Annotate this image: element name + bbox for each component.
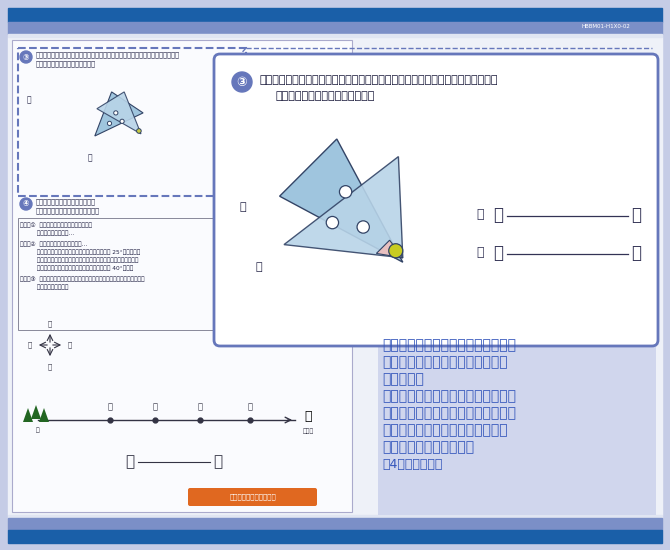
Polygon shape xyxy=(279,139,403,262)
Text: ④: ④ xyxy=(23,200,29,208)
Polygon shape xyxy=(39,408,49,422)
Bar xyxy=(8,8,662,22)
Text: イ: イ xyxy=(255,262,261,272)
Text: ア: ア xyxy=(240,202,247,212)
Text: HBBM01-H1X0-02: HBBM01-H1X0-02 xyxy=(581,25,630,30)
Text: ア: ア xyxy=(107,402,113,411)
Circle shape xyxy=(20,51,32,63)
Text: ヒント①  宝箱は、森とおしろを結んだ直線: ヒント① 宝箱は、森とおしろを結んだ直線 xyxy=(20,222,92,228)
FancyBboxPatch shape xyxy=(12,40,352,512)
Circle shape xyxy=(389,244,403,258)
Text: （: （ xyxy=(493,206,503,224)
Bar xyxy=(378,330,656,515)
Polygon shape xyxy=(23,408,33,422)
Text: から始まり、どの角度からアプロー: から始まり、どの角度からアプロー xyxy=(382,406,516,420)
Text: 三角定規の重なり方を考えるところ: 三角定規の重なり方を考えるところ xyxy=(382,389,516,403)
Text: イ: イ xyxy=(476,246,484,260)
Text: より北に湊が、南に…: より北に湊が、南に… xyxy=(20,230,74,236)
Polygon shape xyxy=(430,315,445,330)
Text: 答えは「答えと考え方」: 答えは「答えと考え方」 xyxy=(230,494,276,501)
Text: ヒント③  森とおしろを結んだ線と、港と山を結んだ線が交わったところが、: ヒント③ 森とおしろを結んだ線と、港と山を結んだ線が交わったところが、 xyxy=(20,276,145,282)
Text: 下の地図のア〜エのどこかに、宝: 下の地図のア〜エのどこかに、宝 xyxy=(36,199,96,205)
Circle shape xyxy=(114,111,118,115)
Polygon shape xyxy=(94,92,143,136)
Text: 宝箱、おしろと港を眺んでてきる角の大きさは 25°です。森と: 宝箱、おしろと港を眺んでてきる角の大きさは 25°です。森と xyxy=(20,249,140,255)
Circle shape xyxy=(107,122,112,125)
Text: 宝箱がうまっている場所を分度器を: 宝箱がうまっている場所を分度器を xyxy=(36,208,100,214)
Polygon shape xyxy=(377,240,403,258)
Text: ウ: ウ xyxy=(198,402,202,411)
Circle shape xyxy=(357,221,369,233)
Bar xyxy=(8,530,662,543)
FancyBboxPatch shape xyxy=(188,488,317,506)
Text: ③: ③ xyxy=(23,52,29,62)
Bar xyxy=(8,34,662,37)
Bar xyxy=(8,518,662,530)
Text: 西: 西 xyxy=(27,342,32,348)
Text: 問題です。: 問題です。 xyxy=(382,372,424,386)
Text: （: （ xyxy=(125,454,135,470)
Text: （: （ xyxy=(493,244,503,262)
Bar xyxy=(8,37,662,515)
FancyBboxPatch shape xyxy=(18,218,328,330)
Text: 宝箱、鹿と山を眺んでてきる角の大きさと、おしろと宝箱、おし: 宝箱、鹿と山を眺んでてきる角の大きさと、おしろと宝箱、おし xyxy=(20,257,139,263)
Text: ヒント②  森と宝箱、鹿と港を結んだ…: ヒント② 森と宝箱、鹿と港を結んだ… xyxy=(20,241,87,247)
Text: ③: ③ xyxy=(237,75,247,89)
FancyBboxPatch shape xyxy=(214,54,658,346)
Text: （4年生出題例）: （4年生出題例） xyxy=(382,459,442,471)
Text: ）: ） xyxy=(631,244,641,262)
Text: エ: エ xyxy=(247,402,253,411)
Text: 分度器を使わないで求めなさい。: 分度器を使わないで求めなさい。 xyxy=(36,60,96,67)
Text: 東: 東 xyxy=(68,342,72,348)
Text: 下の図は，２組の三角じょうぎを組み合わせたものです。ア，イの角の大きさを: 下の図は，２組の三角じょうぎを組み合わせたものです。ア，イの角の大きさを xyxy=(36,52,180,58)
Text: 図に角度の情報がないため、どこか: 図に角度の情報がないため、どこか xyxy=(382,338,516,352)
Text: ら手をつけるべきかが見えづらい: ら手をつけるべきかが見えづらい xyxy=(382,355,508,369)
Text: おしろ: おしろ xyxy=(302,428,314,433)
Circle shape xyxy=(232,72,252,92)
Text: 🏰: 🏰 xyxy=(304,410,312,422)
Circle shape xyxy=(340,186,352,198)
Text: 宝箱のありかです。: 宝箱のありかです。 xyxy=(20,284,68,290)
Circle shape xyxy=(120,119,124,123)
Text: 南: 南 xyxy=(48,363,52,370)
Text: ろど山を眺んでてきる角の大きさは、どちらも 40°です。: ろど山を眺んでてきる角の大きさは、どちらも 40°です。 xyxy=(20,265,133,271)
Text: 下の図は，２組の三角じょうぎを組み合わせたものです。ア，イの角の大きさを: 下の図は，２組の三角じょうぎを組み合わせたものです。ア，イの角の大きさを xyxy=(260,75,498,85)
Text: イ: イ xyxy=(88,153,92,162)
Text: イ: イ xyxy=(153,402,157,411)
Text: ）: ） xyxy=(214,454,222,470)
Circle shape xyxy=(326,217,338,229)
Polygon shape xyxy=(31,405,41,419)
Circle shape xyxy=(137,129,141,133)
Text: 答えを導いていきます。: 答えを導いていきます。 xyxy=(382,440,474,454)
Bar xyxy=(8,22,662,34)
Text: 北: 北 xyxy=(48,321,52,327)
Text: 森: 森 xyxy=(36,427,40,433)
Polygon shape xyxy=(284,157,403,258)
Circle shape xyxy=(20,198,32,210)
Text: チすればよいか試行錯誤しながら: チすればよいか試行錯誤しながら xyxy=(382,423,508,437)
Text: 分度器を使わないで求めなさい。: 分度器を使わないで求めなさい。 xyxy=(275,91,375,101)
Polygon shape xyxy=(97,92,141,134)
Bar xyxy=(8,515,662,518)
Text: ア: ア xyxy=(27,95,31,104)
Text: ア: ア xyxy=(476,208,484,222)
Text: ）: ） xyxy=(631,206,641,224)
